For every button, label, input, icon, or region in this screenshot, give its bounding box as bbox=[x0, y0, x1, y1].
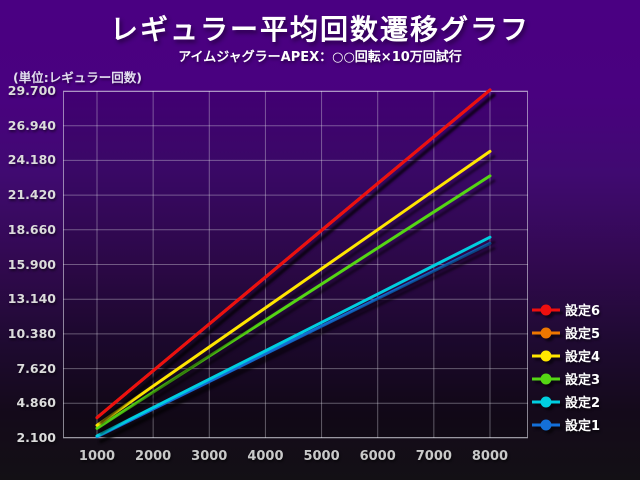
legend-label: 設定4 bbox=[565, 350, 601, 365]
legend-marker-icon bbox=[532, 373, 560, 384]
plot-area bbox=[63, 88, 528, 439]
legend-label: 設定3 bbox=[565, 373, 601, 388]
y-tick-label: 21.420 bbox=[7, 187, 56, 203]
x-tick-label: 6000 bbox=[359, 449, 396, 464]
y-tick-label: 24.180 bbox=[7, 152, 56, 168]
x-tick-label: 7000 bbox=[415, 449, 452, 464]
y-tick-label: 29.700 bbox=[7, 83, 56, 98]
legend-marker-icon bbox=[532, 419, 560, 430]
plot-border bbox=[63, 91, 528, 438]
legend-marker-icon bbox=[532, 304, 560, 315]
legend-marker-icon bbox=[532, 327, 560, 338]
legend-item-設定2: 設定2 bbox=[531, 390, 637, 413]
legend-item-設定3: 設定3 bbox=[531, 367, 637, 390]
y-tick-label: 13.140 bbox=[7, 291, 56, 307]
legend-item-設定1: 設定1 bbox=[531, 413, 637, 436]
y-tick-label: 18.660 bbox=[7, 221, 56, 237]
y-tick-label: 2.100 bbox=[16, 430, 56, 445]
series-line-設定2 bbox=[95, 235, 492, 438]
series-line-設定6 bbox=[95, 88, 492, 420]
series-line-設定3 bbox=[95, 174, 492, 430]
page-subtitle: アイムジャグラーAPEX：○○回転×10万回試行 bbox=[178, 50, 462, 65]
y-tick-label: 7.620 bbox=[16, 360, 56, 376]
chart-legend: 設定6 設定5 設定4 設定3 設定2 設定1 bbox=[531, 298, 637, 436]
legend-item-設定6: 設定6 bbox=[531, 298, 637, 321]
y-tick-label: 15.900 bbox=[7, 256, 56, 272]
legend-label: 設定2 bbox=[565, 396, 601, 411]
legend-label: 設定6 bbox=[565, 304, 601, 319]
series-line-設定4 bbox=[95, 149, 492, 427]
y-axis-unit-label: (単位:レギュラー回数) bbox=[13, 70, 142, 85]
legend-label: 設定5 bbox=[565, 327, 601, 342]
x-tick-label: 5000 bbox=[303, 449, 340, 464]
page-title: レギュラー平均回数遷移グラフ bbox=[109, 13, 530, 46]
x-tick-label: 8000 bbox=[471, 449, 509, 464]
y-tick-label: 26.940 bbox=[7, 117, 56, 133]
legend-item-設定5: 設定5 bbox=[531, 321, 637, 344]
x-tick-label: 4000 bbox=[247, 449, 284, 464]
x-tick-label: 1000 bbox=[78, 449, 116, 464]
plot-svg bbox=[63, 88, 528, 439]
legend-marker-icon bbox=[532, 350, 560, 361]
legend-marker-icon bbox=[532, 396, 560, 407]
y-tick-label: 4.860 bbox=[16, 395, 56, 411]
x-tick-label: 3000 bbox=[191, 449, 228, 464]
x-tick-label: 2000 bbox=[135, 449, 172, 464]
legend-item-設定4: 設定4 bbox=[531, 344, 637, 367]
y-tick-label: 10.380 bbox=[7, 325, 56, 341]
legend-label: 設定1 bbox=[565, 419, 601, 434]
